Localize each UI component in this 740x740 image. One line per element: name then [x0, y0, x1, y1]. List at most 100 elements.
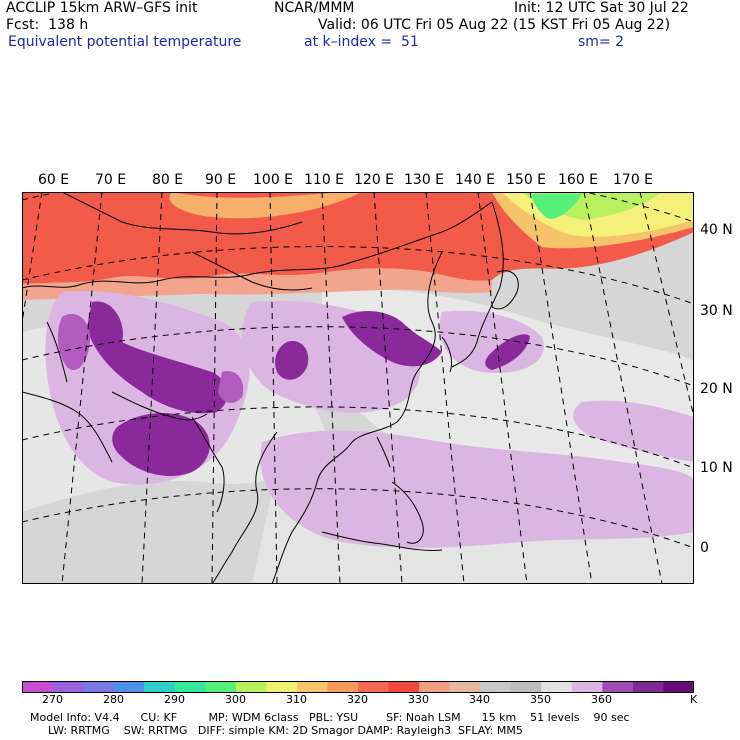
dark-purple-region	[485, 334, 530, 370]
smoothing-label: sm= 2	[578, 34, 625, 50]
colorbar	[22, 681, 694, 693]
colorbar-cell	[602, 681, 634, 693]
model-title: ACCLIP 15km ARW–GFS init	[6, 0, 198, 16]
org-label: NCAR/MMM	[274, 0, 355, 16]
lon-label: 130 E	[404, 172, 445, 188]
colorbar-cell	[113, 681, 145, 693]
lat-label: 20 N	[700, 381, 733, 397]
colorbar-cell	[296, 681, 328, 693]
colorbar-cell	[144, 681, 176, 693]
latitude-line	[22, 326, 694, 387]
colorbar-cell	[388, 681, 420, 693]
coastline-path	[191, 416, 225, 513]
dark-purple-region	[275, 341, 309, 380]
lon-label: 140 E	[455, 172, 496, 188]
colorbar-frame	[22, 681, 694, 693]
coastline-path	[191, 251, 313, 291]
forecast-hour: Fcst: 138 h	[6, 17, 89, 33]
field-name: Equivalent potential temperature	[8, 34, 242, 50]
colorbar-cell	[83, 681, 115, 693]
colorbar-tick: 330	[408, 693, 429, 706]
colorbar-tick: 290	[164, 693, 185, 706]
latitude-line	[22, 246, 694, 305]
lon-label: 120 E	[354, 172, 395, 188]
colorbar-tick: 270	[42, 693, 63, 706]
init-time: Init: 12 UTC Sat 30 Jul 22	[514, 0, 689, 16]
coastline-path	[22, 201, 493, 289]
colorbar-tick: 320	[347, 693, 368, 706]
lon-label: 170 E	[613, 172, 654, 188]
lat-label: 40 N	[700, 222, 733, 238]
green-core	[532, 194, 582, 219]
coastline-path	[351, 251, 443, 443]
dark-purple-region	[342, 310, 442, 367]
colorbar-tick: 360	[591, 693, 612, 706]
graticule	[22, 192, 694, 584]
coastline-path	[111, 391, 208, 421]
colorbar-unit: K	[690, 693, 698, 706]
theta-e-map	[22, 192, 694, 584]
lat-label: 10 N	[700, 460, 733, 476]
coastline-path	[491, 270, 519, 310]
colorbar-cell	[235, 681, 267, 693]
dark-purple-region	[87, 301, 228, 414]
lat-label: 30 N	[700, 303, 733, 319]
lon-label: 70 E	[95, 172, 127, 188]
latitude-line	[22, 406, 694, 469]
colorbar-cell	[449, 681, 481, 693]
orange-patch	[169, 192, 362, 219]
longitude-line	[639, 192, 694, 420]
mid-purple-region	[57, 313, 91, 371]
colorbar-cell	[174, 681, 206, 693]
colorbar-tick: 300	[225, 693, 246, 706]
mid-purple-region	[218, 371, 244, 404]
longitude-line	[583, 192, 663, 584]
model-info-line1: Model Info: V4.4 CU: KF MP: WDM 6class P…	[30, 711, 630, 724]
map-frame	[22, 192, 694, 584]
lon-label: 60 E	[38, 172, 70, 188]
lon-label: 110 E	[304, 172, 345, 188]
model-info-line2: LW: RRTMG SW: RRTMG DIFF: simple KM: 2D …	[48, 724, 523, 737]
light-purple-region	[439, 310, 544, 373]
coastline-path	[391, 481, 424, 544]
lon-label: 100 E	[253, 172, 294, 188]
longitude-line	[529, 192, 593, 584]
coastline-path	[271, 441, 353, 584]
lon-label: 150 E	[506, 172, 547, 188]
longitude-line	[22, 192, 43, 326]
lat-label: 0	[700, 540, 709, 556]
valid-time: Valid: 06 UTC Fri 05 Aug 22 (15 KST Fri …	[318, 17, 671, 33]
coastline-path	[441, 336, 453, 373]
latitude-line	[22, 192, 694, 223]
coastline-path	[321, 531, 443, 551]
colorbar-tick: 340	[469, 693, 490, 706]
colorbar-cell	[571, 681, 603, 693]
latitude-line	[22, 488, 694, 549]
colorbar-tick: 350	[530, 693, 551, 706]
light-purple-region	[260, 430, 694, 548]
lon-label: 90 E	[205, 172, 237, 188]
colorbar-cell	[266, 681, 298, 693]
colorbar-cell	[632, 681, 664, 693]
colorbar-cell	[480, 681, 512, 693]
colorbar-cell	[358, 681, 390, 693]
lon-label: 80 E	[152, 172, 184, 188]
colorbar-cell	[327, 681, 359, 693]
coastline-path	[451, 201, 504, 368]
level-label: at k–index = 51	[304, 34, 419, 50]
colorbar-cell	[22, 681, 54, 693]
colorbar-cell	[52, 681, 84, 693]
coastline-path	[22, 391, 113, 463]
colorbar-cell	[510, 681, 542, 693]
dark-purple-region	[112, 412, 210, 477]
colorbar-cell	[419, 681, 451, 693]
coastline-path	[376, 436, 391, 468]
colorbar-cell	[205, 681, 237, 693]
lon-label: 160 E	[558, 172, 599, 188]
coastline-path	[211, 431, 278, 584]
colorbar-cell	[663, 681, 694, 693]
colorbar-cell	[541, 681, 573, 693]
colorbar-tick: 310	[286, 693, 307, 706]
coastline-path	[61, 192, 303, 235]
light-purple-region	[573, 400, 694, 462]
